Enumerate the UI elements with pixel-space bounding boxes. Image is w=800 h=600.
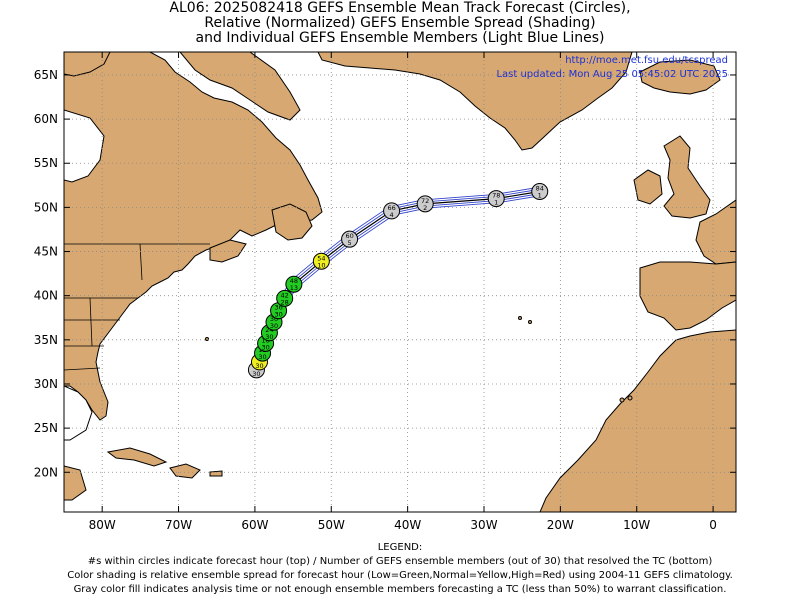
forecast-hour-label: 48: [290, 277, 298, 285]
lat-label: 65N: [34, 68, 58, 82]
track-circle: [487, 190, 505, 208]
forecast-hour-label: 36: [274, 304, 282, 312]
land-baffin: [179, 52, 301, 121]
land-hispaniola: [169, 463, 201, 479]
member-count-label: 10: [317, 261, 325, 269]
member-count-label: 30: [274, 311, 282, 319]
member-count-label: 1: [494, 199, 498, 207]
title-line-2: Relative (Normalized) GEFS Ensemble Spre…: [204, 15, 596, 31]
forecast-hour-label: 42: [281, 291, 289, 299]
forecast-hour-label: 72: [421, 197, 429, 205]
land-nova-scotia: [209, 239, 247, 263]
land-cuba: [106, 447, 168, 467]
axis-labels: 65N 60N 55N 50N 45N 40N 35N 30N 25N 20N 80W 70W 60W 5…: [34, 52, 736, 532]
title-line-1: AL06: 2025082418 GEFS Ensemble Mean Trac…: [169, 0, 631, 16]
lat-label: 20N: [34, 465, 58, 479]
forecast-hour-label: 60: [345, 232, 353, 240]
lon-label: 40W: [394, 518, 421, 532]
lon-label: 60W: [241, 518, 268, 532]
water-gulf-mexico: [64, 385, 93, 441]
track-layer: 0306301230183024303030363042284813541060…: [247, 183, 549, 379]
lat-label: 30N: [34, 377, 58, 391]
member-count-label: 5: [348, 239, 352, 247]
forecast-hour-label: 66: [387, 204, 395, 212]
member-count-label: 30: [258, 353, 266, 361]
track-circle: [276, 289, 294, 307]
lon-label: 10W: [623, 518, 650, 532]
land-arctic-islands: [64, 52, 111, 77]
forecast-hour-label: 84: [536, 185, 544, 193]
member-count-label: 4: [390, 211, 394, 219]
track-circle: [341, 230, 359, 248]
land-puerto-rico: [209, 470, 223, 477]
land-newfoundland: [271, 203, 313, 241]
member-count-label: 2: [423, 204, 427, 212]
forecast-hour-label: 78: [492, 192, 500, 200]
land-north-america: [64, 52, 323, 421]
legend-line-1: #s within circles indicate forecast hour…: [87, 556, 713, 567]
last-updated: Last updated: Mon Aug 25 05:45:02 UTC 20…: [496, 69, 728, 80]
member-count-label: 30: [265, 333, 273, 341]
title-line-3: and Individual GEFS Ensemble Members (Li…: [195, 30, 605, 46]
land-africa: [539, 329, 736, 512]
member-count-label: 13: [290, 284, 298, 292]
member-count-label: 30: [261, 343, 269, 351]
track-point: 664: [383, 202, 401, 220]
forecast-hour-label: 30: [270, 315, 278, 323]
track-circle: [416, 195, 434, 213]
lon-label: 0: [709, 518, 717, 532]
lat-label: 40N: [34, 289, 58, 303]
legend-heading: LEGEND:: [377, 542, 423, 553]
lon-label: 30W: [470, 518, 497, 532]
forecast-hour-label: 18: [261, 336, 269, 344]
forecast-hour-label: 24: [265, 326, 273, 334]
water-hudson-bay: [64, 109, 105, 183]
land-great-britain: [663, 135, 711, 219]
member-count-label: 1: [538, 192, 542, 200]
map-frame: [63, 51, 737, 513]
lat-label: 45N: [34, 245, 58, 259]
land-ireland: [633, 169, 663, 205]
track-point: 722: [416, 195, 434, 213]
land-iceland: [639, 59, 721, 95]
state-borders: [64, 243, 210, 371]
land-azores: [518, 316, 522, 320]
lon-label: 50W: [318, 518, 345, 532]
legend-line-3: Gray color fill indicates analysis time …: [73, 584, 727, 595]
gridlines: [64, 52, 736, 512]
lat-label: 55N: [34, 156, 58, 170]
lat-label: 50N: [34, 200, 58, 214]
member-count-label: 30: [255, 362, 263, 370]
land-bermuda: [205, 337, 209, 341]
lon-label: 80W: [89, 518, 116, 532]
source-url: http://moe.met.fsu.edu/tcspread: [565, 55, 728, 66]
lon-label: 20W: [547, 518, 574, 532]
track-point: 781: [487, 190, 505, 208]
land-greenland: [317, 52, 633, 151]
legend-line-2: Color shading is relative ensemble sprea…: [67, 570, 733, 581]
track-point: 605: [341, 230, 359, 248]
land-yucatan: [64, 465, 87, 501]
track-circle: [285, 275, 303, 293]
lon-label: 70W: [165, 518, 192, 532]
member-count-label: 28: [281, 298, 289, 306]
lat-label: 25N: [34, 421, 58, 435]
member-count-label: 30: [252, 370, 260, 378]
track-point: 841: [531, 183, 549, 201]
track-circle: [531, 183, 549, 201]
lat-label: 35N: [34, 333, 58, 347]
member-count-label: 30: [270, 322, 278, 330]
land-canary-islands: [619, 397, 625, 403]
lat-label: 60N: [34, 112, 58, 126]
forecast-hour-label: 54: [317, 254, 325, 262]
track-circle: [383, 202, 401, 220]
track-circle: [312, 252, 330, 270]
